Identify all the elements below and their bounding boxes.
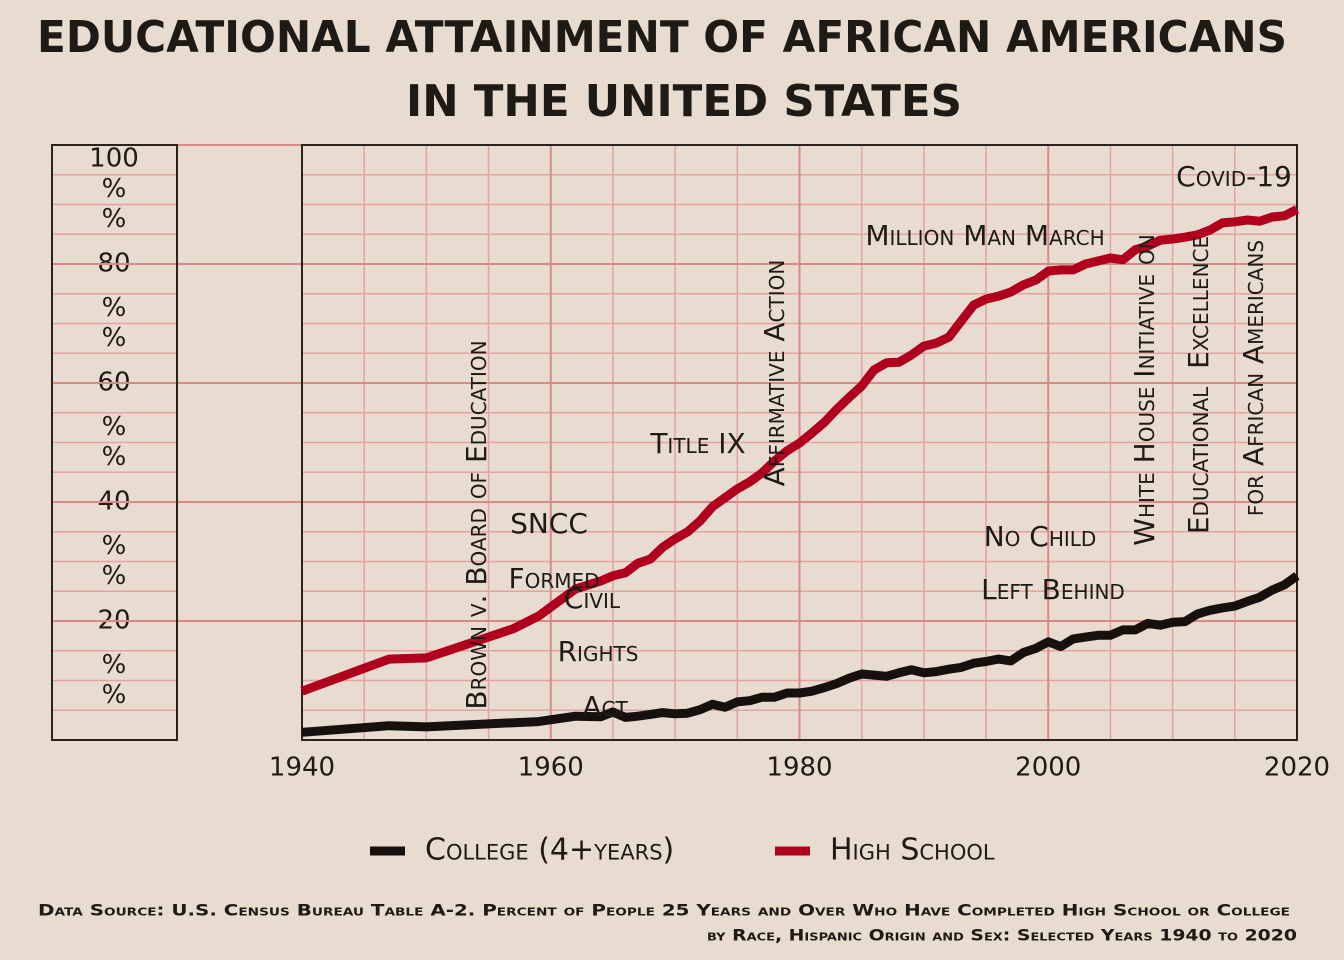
y-tick-label: % <box>102 442 127 472</box>
annotation: Rights <box>558 635 639 668</box>
annotation: SNCC <box>510 507 588 540</box>
annotation: Formed <box>508 562 599 595</box>
x-tick-label: 1980 <box>766 753 832 783</box>
x-tick-label: 1960 <box>518 753 584 783</box>
legend-label: High School <box>830 833 995 868</box>
annotation: Million Man March <box>865 219 1104 252</box>
y-tick-label: % <box>102 293 127 323</box>
y-tick-label: % <box>102 174 127 204</box>
legend-label: College (4+years) <box>425 833 674 868</box>
annotation: No Child <box>984 520 1097 553</box>
annotation: Act <box>582 690 628 723</box>
annotation: Left Behind <box>981 573 1125 606</box>
source-note: Data Source: U.S. Census Bureau Table A-… <box>38 901 1290 920</box>
data-line <box>301 572 1300 737</box>
y-tick-label: % <box>102 650 127 680</box>
annotation: Covid-19 <box>1176 160 1292 193</box>
chart-title: in the United States <box>406 76 962 127</box>
source-note: by Race, Hispanic Origin and Sex: Select… <box>707 926 1297 945</box>
annotation: Affirmative Action <box>758 260 791 487</box>
x-tick-label: 1940 <box>269 753 335 783</box>
chart-title: Educational Attainment of African Americ… <box>37 12 1287 63</box>
x-tick-label: 2020 <box>1264 753 1330 783</box>
annotation: for African Americans <box>1237 240 1270 516</box>
plot-frame <box>301 144 1298 741</box>
annotation: White House Initiative on <box>1128 234 1161 545</box>
y-tick-label: % <box>102 204 127 234</box>
annotation: Civil <box>564 582 621 615</box>
annotation: Title IX <box>649 427 745 460</box>
y-tick-label: % <box>102 680 127 710</box>
y-tick-label: % <box>102 412 127 442</box>
annotation: Educational Excellence <box>1182 236 1215 534</box>
data-line <box>300 205 1300 696</box>
y-tick-label: % <box>102 323 127 353</box>
y-tick-label: 100 <box>89 144 139 174</box>
x-tick-label: 2000 <box>1015 753 1081 783</box>
annotation: Brown v. Board of Education <box>460 340 493 709</box>
y-tick-label: % <box>102 561 127 591</box>
y-label-box <box>51 144 178 741</box>
y-tick-label: % <box>102 531 127 561</box>
